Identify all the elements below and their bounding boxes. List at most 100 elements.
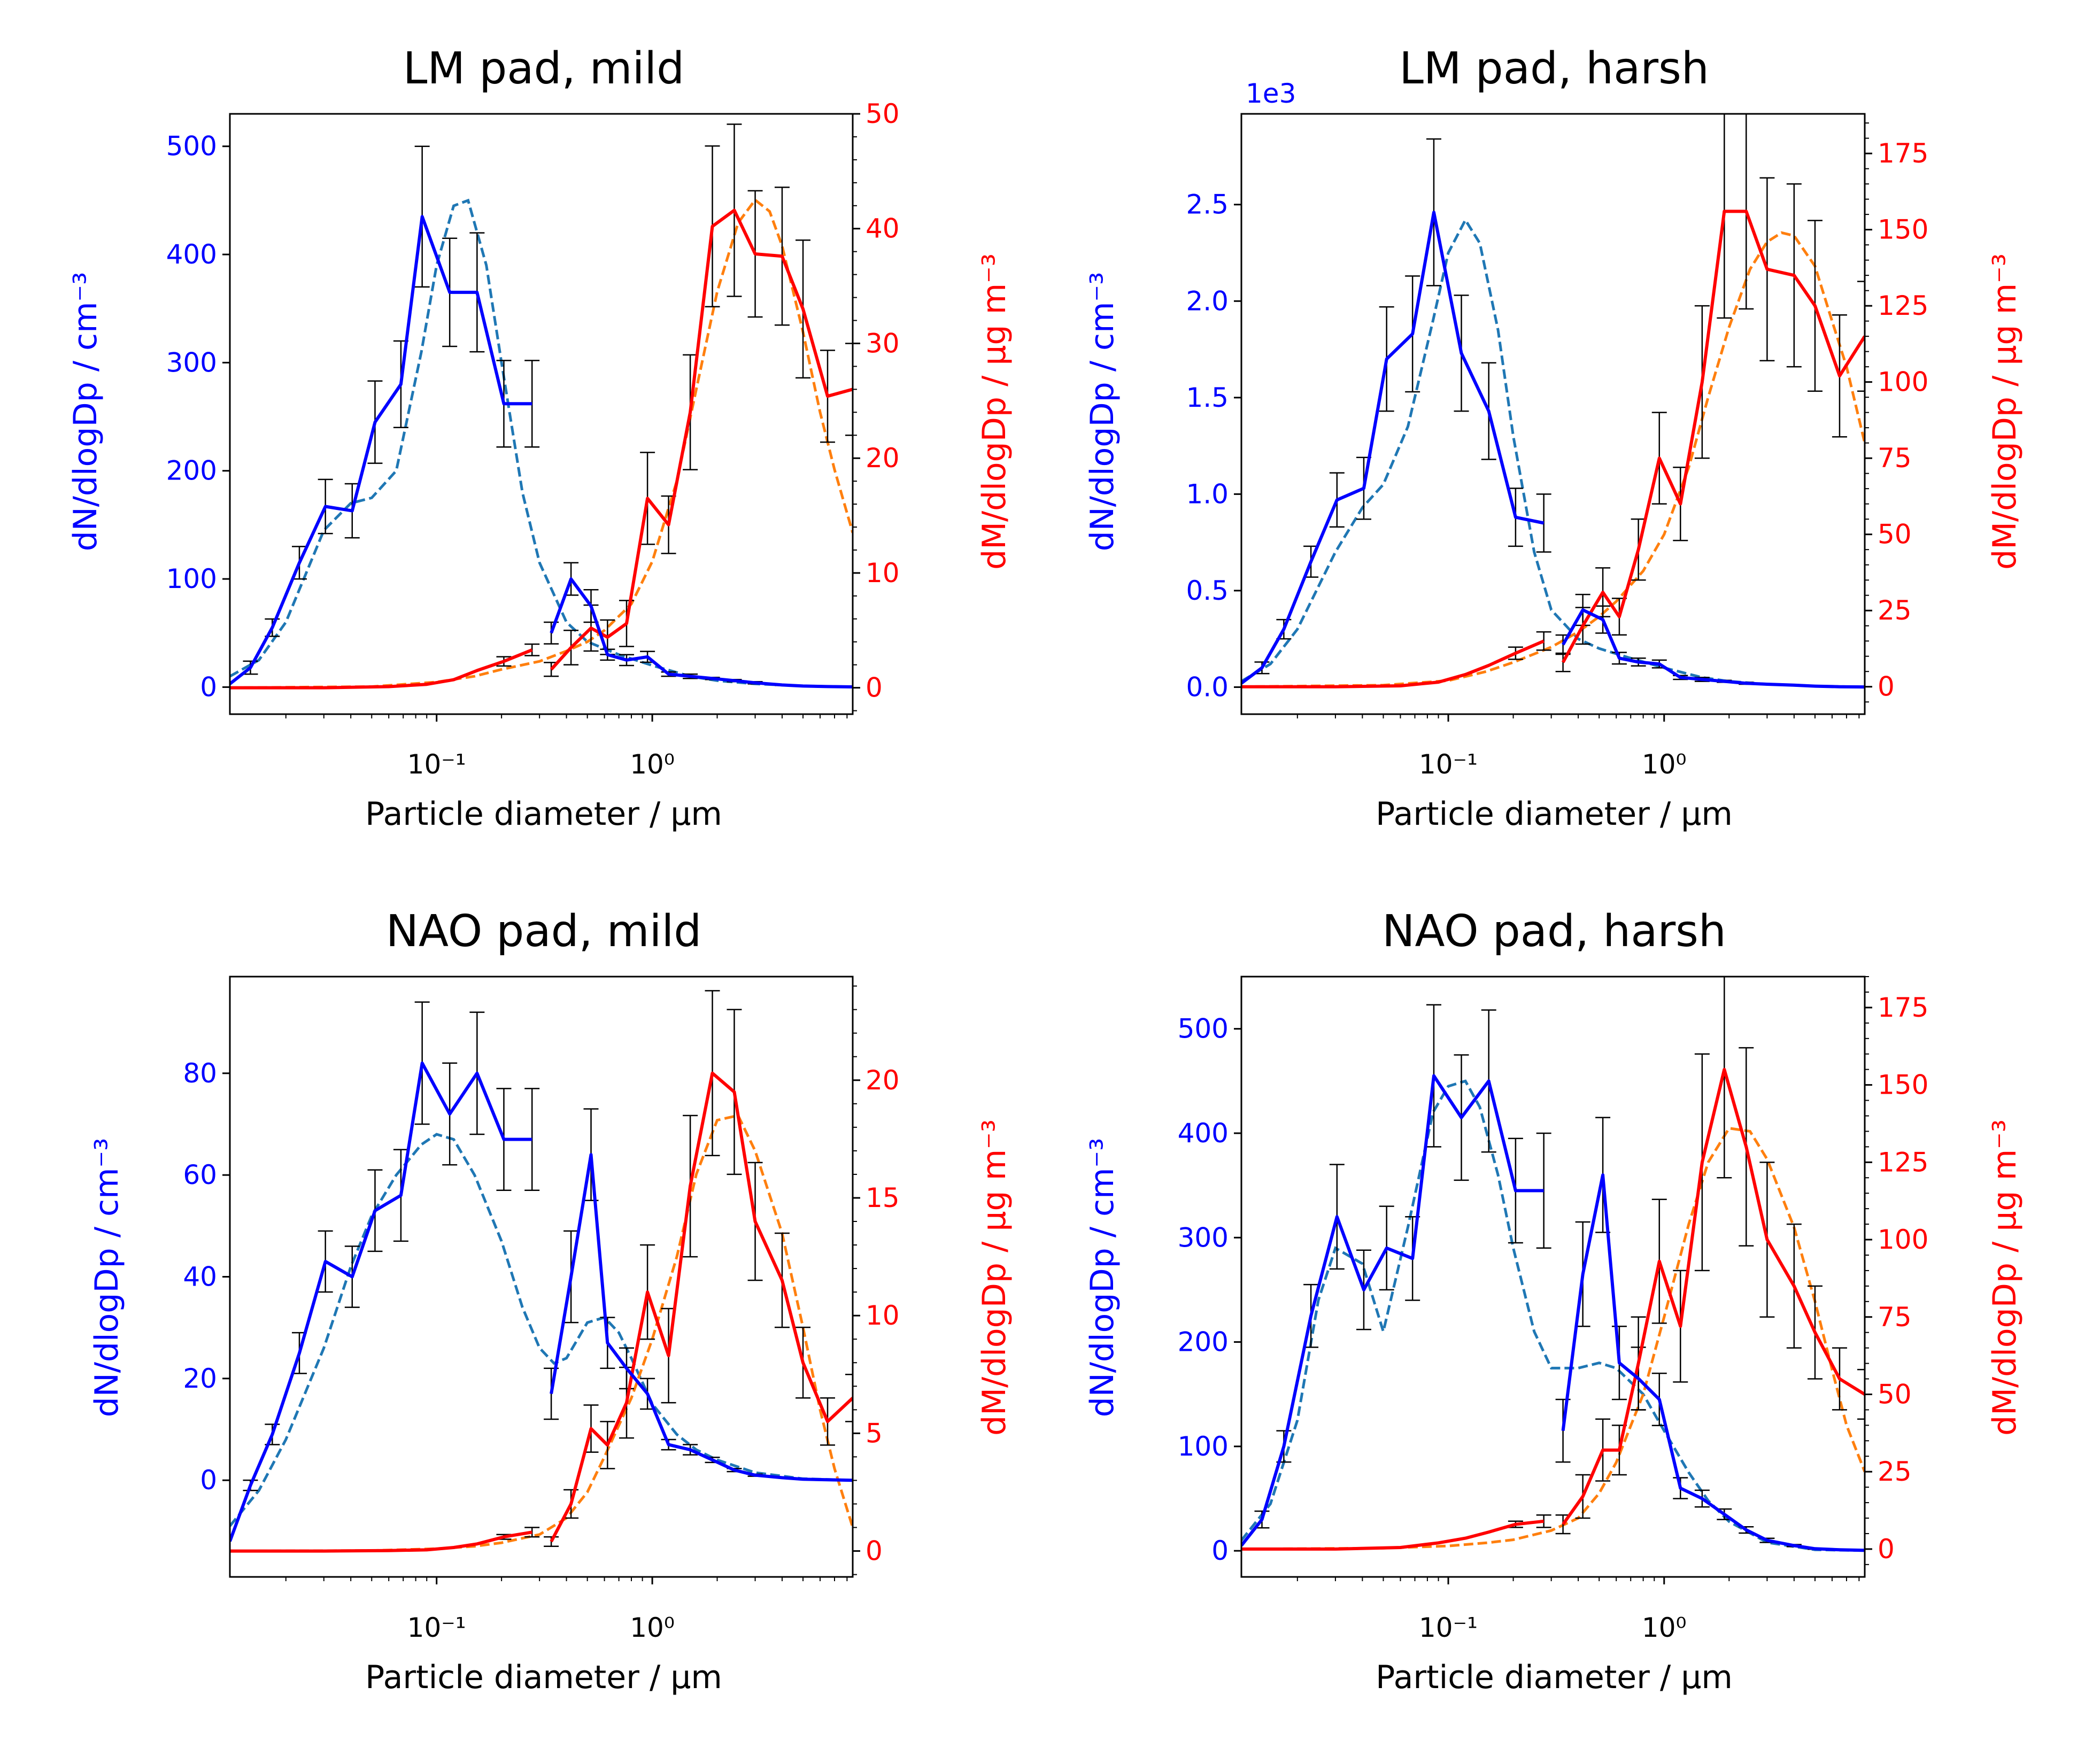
number-smps-line	[1241, 1074, 1544, 1547]
y-tick-label-right: 175	[1878, 138, 1928, 169]
y-tick-label-left: 0	[200, 1465, 217, 1496]
x-tick-label: 10⁻¹	[407, 749, 466, 780]
y-tick-label-left: 0	[200, 671, 217, 702]
y-tick-label-right: 0	[866, 672, 883, 703]
y-tick-label-left: 0	[1211, 1535, 1229, 1566]
y-tick-label-right: 150	[1878, 1070, 1928, 1101]
y-tick-label-left: 500	[1178, 1013, 1229, 1045]
y-tick-labels-right: 0 25 50 75 100 125 150 175	[1878, 992, 1928, 1565]
mass-smps-line	[1241, 639, 1545, 688]
plot-area	[222, 113, 860, 722]
panel-lm-pad-harsh: LM pad, harsh 1e3 dN/dlogDp / cm⁻³ dM/dl…	[1084, 43, 2024, 833]
panel-nao-pad-mild: NAO pad, mild dN/dlogDp / cm⁻³ dM/dlogDp…	[88, 906, 1013, 1696]
y-axis-label-left: dN/dlogDp / cm⁻³	[1084, 272, 1121, 552]
x-tick-labels: 10⁻¹ 10⁰	[407, 1612, 675, 1643]
y-tick-label-left: 500	[166, 131, 217, 162]
y-tick-label-right: 75	[1878, 1302, 1912, 1333]
y-axis-label-right: dM/dlogDp / μg m⁻³	[976, 253, 1013, 570]
plot-frame	[229, 976, 854, 1578]
y-tick-label-left: 2.0	[1186, 285, 1229, 316]
y-tick-label-left: 40	[183, 1262, 217, 1293]
y-tick-label-right: 50	[866, 98, 900, 129]
x-tick-label: 10⁻¹	[407, 1612, 466, 1643]
y-tick-label-right: 125	[1878, 290, 1928, 321]
y-tick-label-right: 10	[866, 558, 900, 589]
y-tick-label-right: 25	[1878, 595, 1912, 626]
y-tick-label-right: 20	[866, 443, 900, 474]
x-tick-label: 10⁰	[1642, 749, 1687, 780]
mass-fit-line	[1241, 231, 1865, 688]
y-tick-label-right: 0	[1878, 1534, 1895, 1565]
y-tick-labels-left: 0 100 200 300 400 500	[1178, 1013, 1229, 1567]
y-axis-label-right: dM/dlogDp / μg m⁻³	[1986, 1119, 2024, 1436]
y-tick-label-right: 75	[1878, 443, 1912, 474]
number-aps-line	[550, 577, 853, 688]
y-tick-label-left: 300	[1178, 1222, 1229, 1253]
number-aps-line	[1561, 608, 1865, 689]
y-tick-label-left: 100	[1178, 1431, 1229, 1462]
x-tick-label: 10⁰	[630, 1612, 675, 1643]
y-axis-label-left: dN/dlogDp / cm⁻³	[88, 1138, 126, 1418]
y-tick-label-left: 1.5	[1186, 382, 1229, 413]
number-smps-line	[230, 1061, 532, 1542]
y-tick-label-right: 175	[1878, 992, 1928, 1023]
y-tick-label-right: 100	[1878, 1224, 1928, 1255]
x-tick-labels: 10⁻¹ 10⁰	[407, 749, 675, 780]
y-tick-labels-right: 0 25 50 75 100 125 150 175	[1878, 138, 1928, 702]
y-axis-label-left: dN/dlogDp / cm⁻³	[67, 272, 104, 552]
mass-fit-line	[230, 198, 853, 690]
y-tick-label-right: 0	[1878, 671, 1895, 702]
mass-aps-line	[1561, 210, 1865, 663]
y-axis-label-right: dM/dlogDp / μg m⁻³	[1986, 253, 2024, 570]
y-tick-label-left: 200	[166, 455, 217, 486]
y-tick-label-right: 20	[866, 1065, 900, 1096]
mass-smps-line	[1241, 1519, 1545, 1551]
y-tick-label-right: 150	[1878, 214, 1928, 245]
y-tick-label-right: 15	[866, 1182, 900, 1213]
panel-title: NAO pad, mild	[386, 906, 702, 957]
y-tick-label-right: 50	[1878, 1379, 1912, 1410]
y-tick-label-right: 100	[1878, 367, 1928, 398]
y-tick-label-right: 0	[866, 1536, 883, 1567]
number-smps-line	[1241, 211, 1545, 685]
plot-frame	[1240, 113, 1866, 715]
number-fit-line	[230, 1133, 853, 1527]
y-tick-label-right: 5	[866, 1418, 883, 1449]
y-axis-label-right: dM/dlogDp / μg m⁻³	[976, 1119, 1013, 1436]
panel-title: NAO pad, harsh	[1382, 906, 1726, 957]
panel-lm-pad-mild: LM pad, mild dN/dlogDp / cm⁻³ dM/dlogDp …	[67, 43, 1013, 833]
series-group	[230, 990, 853, 1553]
y-tick-label-right: 50	[1878, 519, 1912, 550]
x-tick-labels: 10⁻¹ 10⁰	[1419, 1612, 1687, 1643]
y-axis-offset-label: 1e3	[1246, 78, 1296, 109]
x-axis-label: Particle diameter / μm	[1376, 1659, 1733, 1696]
y-tick-label-right: 25	[1878, 1456, 1912, 1487]
y-tick-labels-left: 0.0 0.5 1.0 1.5 2.0 2.5	[1186, 189, 1229, 703]
plot-area	[1234, 976, 1872, 1584]
y-tick-label-right: 125	[1878, 1147, 1928, 1178]
mass-smps-line	[230, 1530, 532, 1553]
x-axis-label: Particle diameter / μm	[365, 1659, 722, 1696]
y-tick-labels-left: 0 100 200 300 400 500	[166, 131, 217, 703]
x-tick-label: 10⁰	[630, 749, 675, 780]
mass-aps-line	[1562, 1067, 1865, 1526]
y-tick-labels-right: 0 10 20 30 40 50	[866, 98, 900, 703]
y-tick-label-left: 2.5	[1186, 189, 1229, 220]
number-fit-line	[230, 198, 853, 688]
y-tick-labels-right: 0 5 10 15 20	[866, 1065, 900, 1567]
series-group	[230, 123, 853, 690]
y-tick-label-left: 400	[1178, 1118, 1229, 1149]
panel-nao-pad-harsh: NAO pad, harsh dN/dlogDp / cm⁻³ dM/dlogD…	[1084, 906, 2024, 1696]
plot-frame	[229, 113, 854, 715]
y-axis-label-left: dN/dlogDp / cm⁻³	[1084, 1138, 1121, 1418]
panel-title: LM pad, harsh	[1399, 43, 1709, 94]
y-tick-label-right: 10	[866, 1300, 900, 1331]
y-tick-label-left: 0.5	[1186, 575, 1229, 606]
mass-smps-line	[230, 648, 533, 690]
mass-aps-line	[550, 1071, 853, 1543]
y-tick-label-left: 1.0	[1186, 478, 1229, 509]
y-tick-label-left: 200	[1178, 1327, 1229, 1358]
y-tick-label-left: 300	[166, 347, 217, 378]
x-axis-label: Particle diameter / μm	[1376, 795, 1733, 833]
